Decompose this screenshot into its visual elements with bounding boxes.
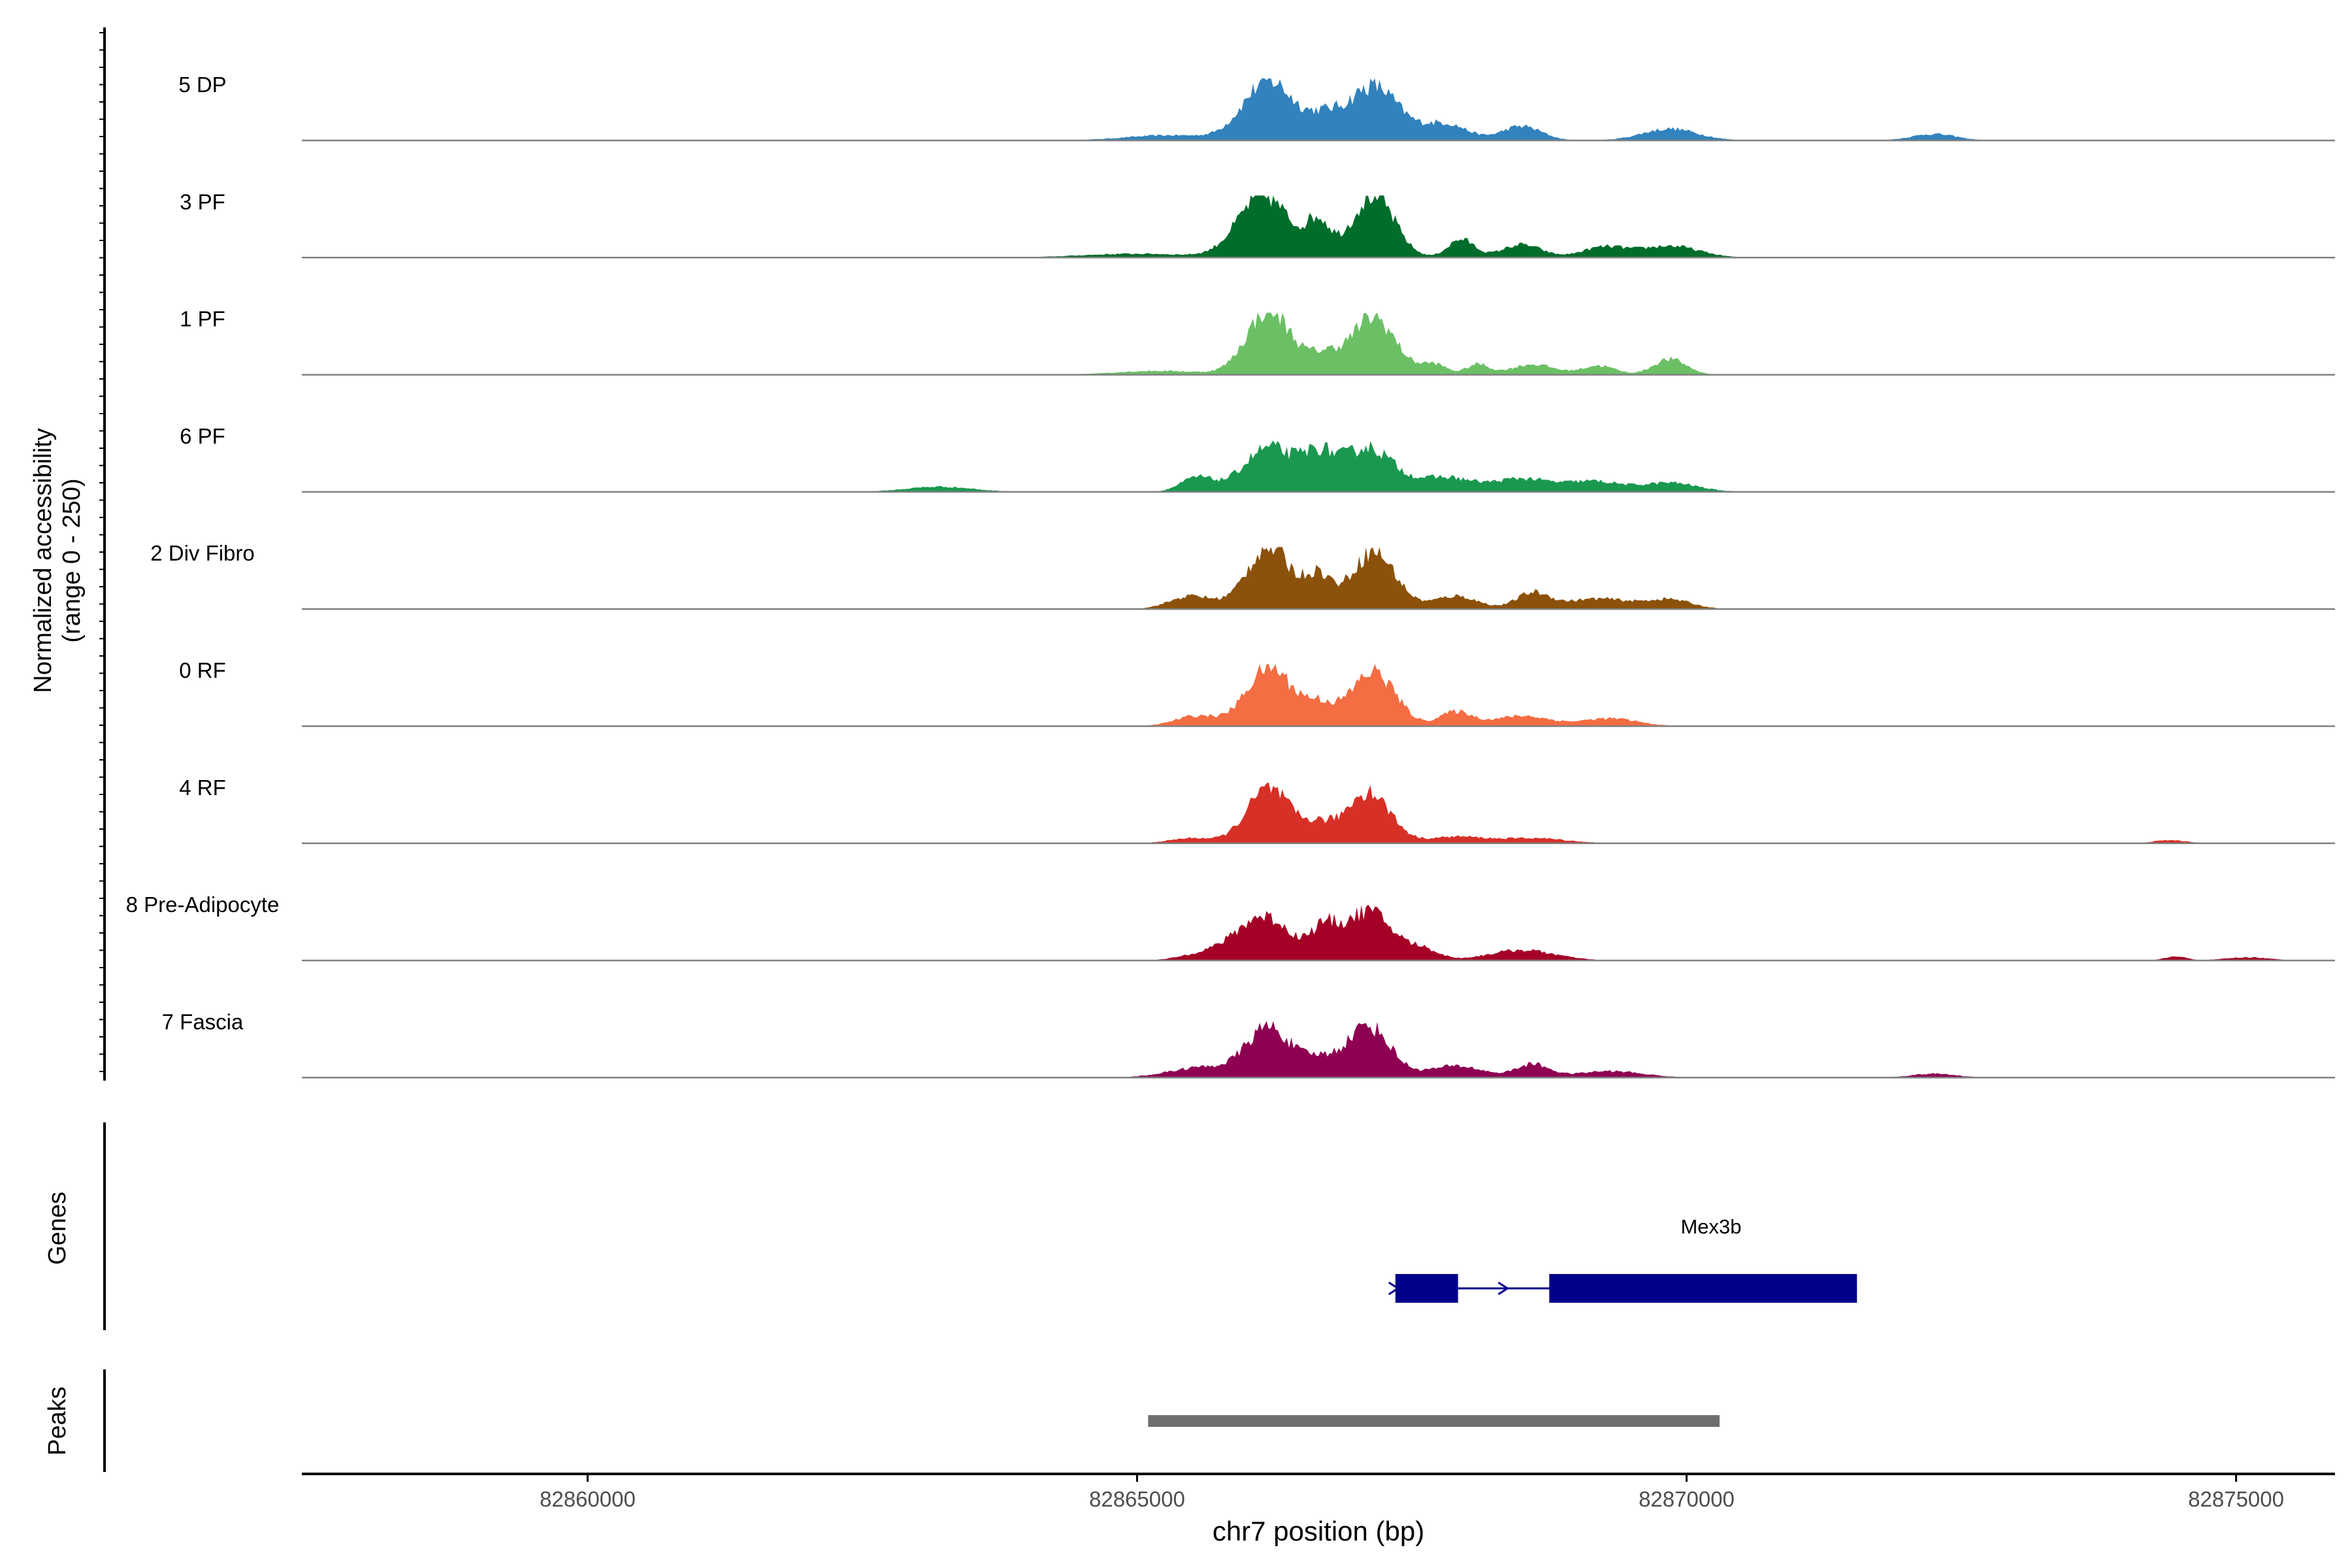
- coverage-tracks: 5 DP 3 PF 1 PF 6 PF 2 Div Fibro 0 RF 4 RF 8 Pre…: [126, 73, 2335, 1079]
- peak-region-bar: [1148, 1415, 1720, 1427]
- track-label: 8 Pre-Adipocyte: [126, 892, 280, 917]
- gene-name-label: Mex3b: [1680, 1215, 1741, 1238]
- genes-panel-label: Genes: [44, 1192, 71, 1265]
- coverage-area: [302, 904, 2335, 961]
- coverage-area: [302, 195, 2335, 258]
- track-label: 6 PF: [180, 424, 225, 448]
- x-tick-label: 82870000: [1639, 1487, 1735, 1511]
- coverage-y-axis: [99, 27, 106, 1081]
- track-2-div-fibro: 2 Div Fibro: [150, 541, 2335, 610]
- gene-exon: [1549, 1274, 1857, 1303]
- coverage-area: [302, 782, 2335, 843]
- x-tick-label: 82865000: [1089, 1487, 1185, 1511]
- track-label: 1 PF: [180, 307, 225, 331]
- coverage-area: [302, 1021, 2335, 1078]
- track-label: 0 RF: [179, 659, 226, 683]
- track-6-pf: 6 PF: [180, 424, 2335, 493]
- x-tick-label: 82860000: [540, 1487, 636, 1511]
- track-label: 7 Fascia: [162, 1009, 244, 1034]
- coverage-area: [302, 78, 2335, 140]
- peak-regions: [1148, 1415, 1720, 1427]
- gene-annotation: Mex3b: [1388, 1215, 1857, 1303]
- track-4-rf: 4 RF: [179, 776, 2335, 845]
- track-label: 5 DP: [178, 73, 226, 97]
- gene-mex3b: Mex3b: [1388, 1215, 1857, 1303]
- coverage-area: [302, 440, 2335, 492]
- coverage-area: [302, 664, 2335, 727]
- track-0-rf: 0 RF: [179, 659, 2335, 727]
- track-5-dp: 5 DP: [178, 73, 2335, 142]
- track-label: 3 PF: [180, 189, 225, 214]
- track-7-fascia: 7 Fascia: [162, 1009, 2335, 1079]
- coverage-area: [302, 312, 2335, 375]
- track-3-pf: 3 PF: [180, 189, 2335, 259]
- peaks-panel-label: Peaks: [44, 1386, 71, 1456]
- track-label: 4 RF: [179, 776, 226, 800]
- strand-arrow: [1388, 1281, 1400, 1296]
- x-axis-label: chr7 position (bp): [1213, 1516, 1425, 1546]
- y-axis-label-line2: (range 0 - 250): [58, 478, 86, 642]
- gene-exon: [1395, 1274, 1458, 1303]
- coverage-area: [302, 547, 2335, 610]
- x-tick-label: 82875000: [2188, 1487, 2284, 1511]
- track-8-pre-adipocyte: 8 Pre-Adipocyte: [126, 892, 2335, 962]
- x-axis: 82860000 82865000 82870000 82875000: [302, 1473, 2335, 1511]
- track-label: 2 Div Fibro: [150, 541, 255, 565]
- strand-arrow: [1497, 1281, 1510, 1296]
- y-axis-label-line1: Normalized accessibility: [29, 428, 57, 693]
- track-1-pf: 1 PF: [180, 307, 2335, 376]
